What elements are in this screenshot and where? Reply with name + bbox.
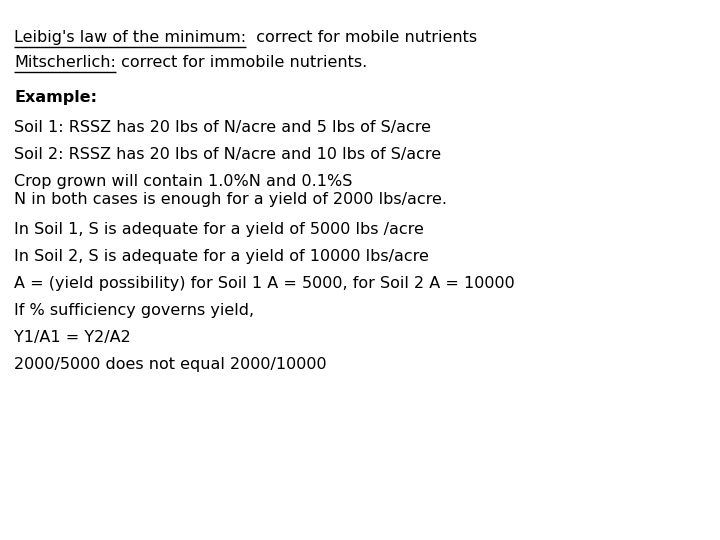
Text: Leibig's law of the minimum:: Leibig's law of the minimum:	[14, 30, 246, 45]
Text: correct for immobile nutrients.: correct for immobile nutrients.	[116, 55, 367, 70]
Text: Soil 1: RSSZ has 20 lbs of N/acre and 5 lbs of S/acre: Soil 1: RSSZ has 20 lbs of N/acre and 5 …	[14, 120, 431, 135]
Text: N in both cases is enough for a yield of 2000 lbs/acre.: N in both cases is enough for a yield of…	[14, 192, 447, 207]
Text: Crop grown will contain 1.0%N and 0.1%S: Crop grown will contain 1.0%N and 0.1%S	[14, 174, 352, 189]
Text: Soil 2: RSSZ has 20 lbs of N/acre and 10 lbs of S/acre: Soil 2: RSSZ has 20 lbs of N/acre and 10…	[14, 147, 441, 162]
Text: In Soil 1, S is adequate for a yield of 5000 lbs /acre: In Soil 1, S is adequate for a yield of …	[14, 222, 424, 237]
Text: Mitscherlich:: Mitscherlich:	[14, 55, 116, 70]
Text: In Soil 2, S is adequate for a yield of 10000 lbs/acre: In Soil 2, S is adequate for a yield of …	[14, 249, 429, 264]
Text: Example:: Example:	[14, 90, 97, 105]
Text: A = (yield possibility) for Soil 1 A = 5000, for Soil 2 A = 10000: A = (yield possibility) for Soil 1 A = 5…	[14, 276, 515, 291]
Text: Y1/A1 = Y2/A2: Y1/A1 = Y2/A2	[14, 330, 131, 345]
Text: 2000/5000 does not equal 2000/10000: 2000/5000 does not equal 2000/10000	[14, 357, 327, 372]
Text: correct for mobile nutrients: correct for mobile nutrients	[246, 30, 477, 45]
Text: If % sufficiency governs yield,: If % sufficiency governs yield,	[14, 303, 254, 318]
